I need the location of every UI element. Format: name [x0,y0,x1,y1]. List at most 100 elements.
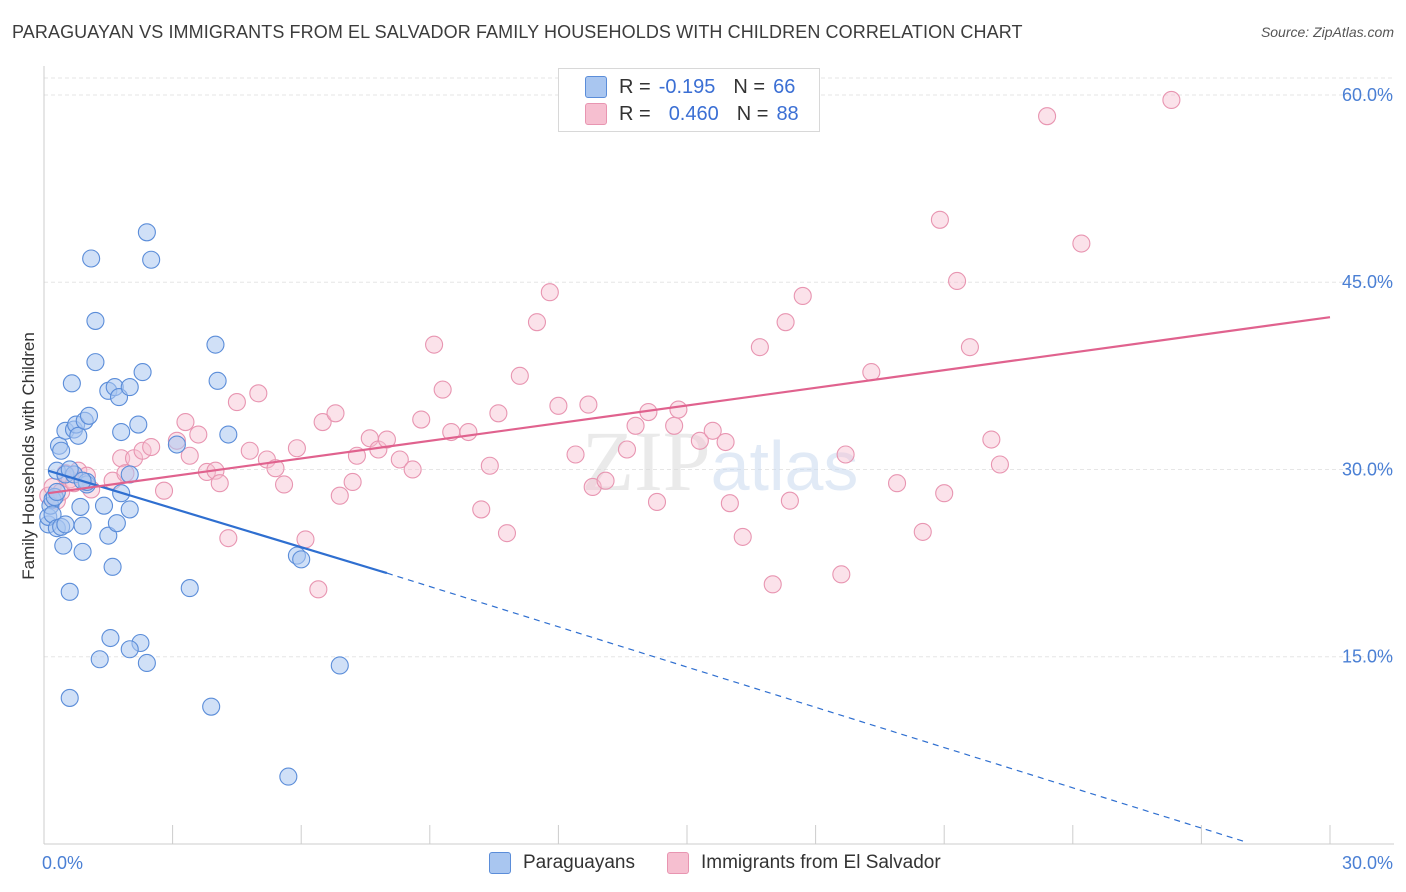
legend-n-label: N = [736,102,769,125]
data-point-elsalvador [617,440,637,459]
data-point-paraguayans [129,415,148,434]
data-point-elsalvador [527,313,547,332]
legend-n-label: N = [733,75,766,98]
data-point-paraguayans [137,223,156,242]
legend-row-elsalvador: R = 0.460 N = 88 [585,102,799,126]
data-point-elsalvador [887,474,907,493]
data-point-paraguayans [71,497,90,516]
series-legend: Paraguayans Immigrants from El Salvador [0,852,1406,878]
data-point-elsalvador [112,449,131,468]
data-point-elsalvador [690,431,709,450]
data-point-elsalvador [154,481,174,500]
data-point-elsalvador [472,500,491,519]
data-point-elsalvador [669,400,688,419]
data-point-elsalvador [776,313,795,332]
legend-n-value: 88 [776,102,799,125]
data-point-paraguayans [133,363,152,382]
data-point-elsalvador [433,380,452,399]
legend-swatch-elsalvador [667,852,689,874]
legend-item-paraguayans[interactable]: Paraguayans [489,852,635,874]
data-point-elsalvador [266,459,285,478]
data-point-elsalvador [377,430,396,449]
data-point-paraguayans [206,335,225,354]
data-point-elsalvador [990,455,1009,474]
data-point-paraguayans [99,526,118,545]
data-point-elsalvador [403,460,422,479]
data-point-elsalvador [480,456,499,475]
legend-item-elsalvador[interactable]: Immigrants from El Salvador [667,852,941,874]
data-point-elsalvador [566,445,585,464]
data-point-paraguayans [60,688,79,707]
legend-swatch-paraguayans [489,852,511,874]
data-point-elsalvador [412,410,431,429]
data-point-paraguayans [103,557,122,576]
data-point-paraguayans [112,422,131,442]
data-point-elsalvador [626,416,645,435]
data-point-paraguayans [330,656,349,675]
legend-label-paraguayans: Paraguayans [523,852,635,873]
x-tick-label: 30.0% [1342,853,1393,873]
legend-row-paraguayans: R = -0.195 N = 66 [585,75,795,99]
data-point-elsalvador [249,384,268,403]
legend-swatch-elsalvador [585,103,607,125]
data-point-elsalvador [275,475,294,494]
data-point-paraguayans [292,550,311,569]
y-tick-label: 30.0% [1342,459,1393,479]
data-point-elsalvador [142,437,161,457]
data-point-paraguayans [120,500,139,519]
series-paraguayans-points [39,223,349,786]
data-point-elsalvador [459,422,478,442]
legend-label-elsalvador: Immigrants from El Salvador [701,852,941,873]
data-point-elsalvador [1072,234,1091,253]
y-axis-label: Family Households with Children [19,332,38,580]
data-point-elsalvador [540,283,559,302]
watermark-text: ZIPatlas [582,413,859,509]
legend-r-value: -0.195 [658,75,716,98]
data-point-elsalvador [716,432,735,452]
legend-n-value: 66 [773,75,796,98]
data-point-paraguayans [120,378,139,397]
data-point-paraguayans [52,441,71,460]
data-point-elsalvador [596,471,615,490]
data-point-paraguayans [208,371,227,390]
data-point-elsalvador [793,286,812,306]
trend-line-elsalvador [48,316,1331,495]
legend-swatch-paraguayans [585,76,607,98]
data-point-elsalvador [647,492,667,511]
legend-r-value: 0.460 [668,102,719,125]
data-point-paraguayans [86,311,105,330]
data-point-elsalvador [780,491,799,510]
source-label: Source: ZipAtlas.com [1260,24,1394,40]
data-point-elsalvador [930,210,949,229]
data-point-elsalvador [948,271,967,291]
data-point-paraguayans [73,542,92,561]
data-point-paraguayans [54,536,73,555]
data-point-elsalvador [703,421,722,440]
data-point-paraguayans [137,653,156,673]
data-point-elsalvador [180,446,199,465]
data-point-elsalvador [227,393,246,412]
data-point-elsalvador [390,450,409,469]
trend-lines [47,316,1331,843]
data-point-paraguayans [202,697,221,716]
data-point-elsalvador [720,494,739,513]
data-point-elsalvador [579,395,598,414]
data-point-paraguayans [60,582,79,601]
data-point-elsalvador [960,338,979,357]
data-point-elsalvador [133,441,152,460]
data-point-elsalvador [176,412,195,432]
data-point-paraguayans [180,579,199,598]
data-point-elsalvador [330,486,349,505]
data-point-elsalvador [733,527,752,546]
data-point-paraguayans [69,426,88,445]
data-point-elsalvador [497,524,517,543]
data-point-elsalvador [189,425,208,444]
data-point-elsalvador [326,404,345,423]
data-point-elsalvador [219,529,238,548]
correlation-legend: R = -0.195 N = 66 R = 0.460 N = 88 [558,68,820,132]
data-point-paraguayans [73,516,92,535]
chart-title: PARAGUAYAN VS IMMIGRANTS FROM EL SALVADO… [12,22,1023,42]
data-point-elsalvador [425,335,444,354]
data-point-paraguayans [62,374,81,393]
